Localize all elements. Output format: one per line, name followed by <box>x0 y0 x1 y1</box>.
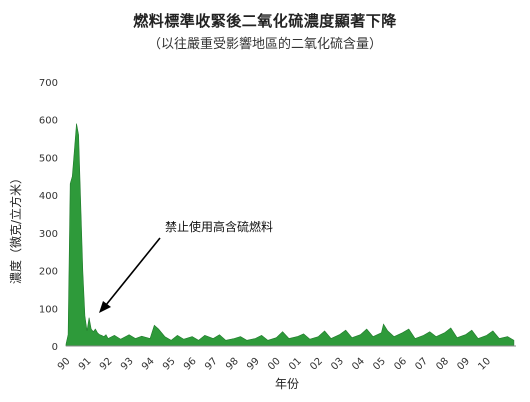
x-tick-label: 04 <box>350 356 367 373</box>
x-tick-label: 10 <box>476 356 493 373</box>
chart-subtitle: （以往嚴重受影響地區的二氧化硫含量） <box>147 37 382 52</box>
x-tick-label: 05 <box>371 356 388 373</box>
x-tick-label: 09 <box>455 356 472 373</box>
annotation-arrowhead <box>99 301 111 313</box>
y-tick-label: 700 <box>39 78 58 89</box>
y-tick-label: 400 <box>39 191 58 202</box>
x-tick-label: 99 <box>245 356 262 373</box>
x-tick-label: 07 <box>413 356 430 373</box>
x-tick-label: 00 <box>266 356 283 373</box>
x-tick-label: 08 <box>434 356 451 373</box>
x-tick-label: 92 <box>98 356 115 373</box>
x-tick-label: 06 <box>392 356 409 373</box>
x-tick-label: 01 <box>287 356 304 373</box>
y-tick-label: 300 <box>39 229 58 240</box>
y-tick-label: 200 <box>39 267 58 278</box>
x-axis-ticks: 90 91 92 93 94 95 96 97 98 99 00 01 02 03 04 05 06 07 08 09… <box>56 356 493 373</box>
y-tick-label: 600 <box>39 116 58 127</box>
annotation-text: 禁止使用高含硫燃料 <box>165 219 273 234</box>
y-tick-label: 100 <box>39 304 58 315</box>
x-tick-label: 90 <box>56 356 73 373</box>
chart-title: 燃料標準收緊後二氧化硫濃度顯著下降 <box>133 12 397 30</box>
x-tick-label: 98 <box>224 356 241 373</box>
x-tick-label: 95 <box>161 356 178 373</box>
y-tick-label: 0 <box>52 342 58 353</box>
so2-area-series <box>65 123 515 347</box>
x-tick-label: 03 <box>329 356 346 373</box>
x-axis-label: 年份 <box>275 377 299 391</box>
x-tick-label: 94 <box>140 356 157 373</box>
x-tick-label: 93 <box>119 356 136 373</box>
x-tick-label: 02 <box>308 356 325 373</box>
y-tick-label: 500 <box>39 153 58 164</box>
y-axis-ticks: 0 100 200 300 400 500 600 700 <box>39 78 58 353</box>
y-axis-label: 濃度（微克/立方米） <box>8 172 23 284</box>
x-tick-label: 97 <box>203 356 220 373</box>
annotation-arrow-line <box>105 237 161 306</box>
x-tick-label: 91 <box>77 356 94 373</box>
x-tick-label: 96 <box>182 356 199 373</box>
